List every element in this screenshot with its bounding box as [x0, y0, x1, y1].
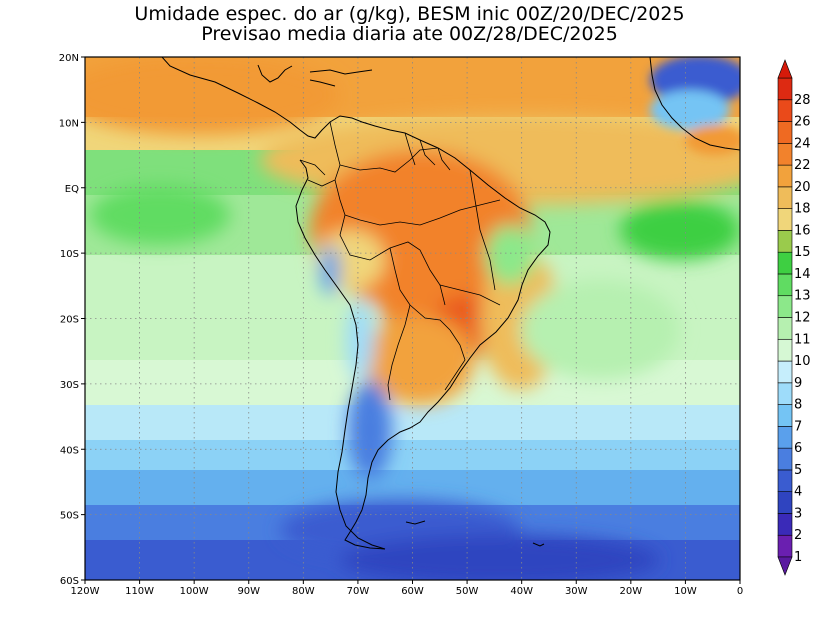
lon-tick-label: 10W: [674, 586, 697, 597]
colorbar-label: 16: [794, 223, 811, 238]
coastlines: [161, 57, 740, 550]
axis-ticks: [81, 56, 741, 584]
colorbar-swatch: [777, 360, 793, 384]
colorbar-label: 1: [794, 550, 802, 565]
lat-tick-label: 30S: [60, 380, 79, 391]
colorbar-under-arrow: [777, 556, 793, 576]
lon-tick-label: 100W: [180, 586, 209, 597]
lon-tick-label: 70W: [347, 586, 370, 597]
colorbar-label: 2: [794, 528, 802, 543]
lon-tick-label: 0: [737, 586, 743, 597]
colorbar-label: 22: [794, 158, 811, 173]
colorbar-label: 11: [794, 332, 811, 347]
colorbar-label: 24: [794, 136, 811, 151]
colorbar-swatch: [777, 164, 793, 188]
lat-tick-label: 20N: [59, 53, 79, 64]
colorbar-swatch: [777, 295, 793, 318]
colorbar-label: 7: [794, 419, 802, 434]
colorbar-swatch: [777, 317, 793, 340]
lon-tick-label: 50W: [456, 586, 479, 597]
lat-tick-label: 50S: [60, 511, 79, 522]
country-borders: [299, 121, 501, 401]
colorbar-label: 13: [794, 289, 811, 304]
colorbar-swatch: [777, 99, 793, 122]
colorbar-swatch: [777, 338, 793, 362]
latitude-labels: 20N 10N EQ 10S 20S 30S 40S 50S 60S: [59, 53, 79, 587]
colorbar-label: 4: [794, 485, 802, 500]
colorbar-label: 6: [794, 441, 802, 456]
colorbar-label: 12: [794, 311, 811, 326]
lon-tick-label: 30W: [565, 586, 588, 597]
humidity-field: [85, 57, 740, 580]
colorbar-swatch: [777, 208, 793, 231]
lat-tick-label: 10S: [60, 249, 79, 260]
colorbar-label: 10: [794, 354, 811, 369]
colorbar-label: 9: [794, 376, 802, 391]
colorbar-swatch: [777, 143, 793, 166]
colorbar-label: 5: [794, 463, 802, 478]
colorbar-label: 3: [794, 506, 802, 521]
colorbar-label: 15: [794, 245, 811, 260]
colorbar-swatch: [777, 186, 793, 209]
colorbar-swatch: [777, 77, 793, 101]
lat-tick-label: 20S: [60, 315, 79, 326]
chart-subtitle: Previsao media diaria ate 00Z/28/DEC/202…: [201, 23, 618, 45]
lat-tick-label: EQ: [65, 184, 79, 195]
colorbar-label: 26: [794, 115, 811, 130]
lat-tick-label: 40S: [60, 445, 79, 456]
lon-tick-label: 110W: [125, 586, 154, 597]
lon-tick-label: 80W: [292, 586, 315, 597]
map-grid: [85, 57, 740, 580]
colorbar-swatch: [777, 230, 793, 253]
colorbar-label: 14: [794, 267, 811, 282]
chart-title: Umidade espec. do ar (g/kg), BESM inic 0…: [134, 3, 685, 25]
colorbar-label: 28: [794, 93, 811, 108]
lon-tick-label: 120W: [71, 586, 100, 597]
colorbar-swatch: [777, 426, 793, 449]
lon-tick-label: 40W: [510, 586, 533, 597]
colorbar-swatch: [777, 534, 793, 558]
longitude-labels: 120W 110W 100W 90W 80W 70W 60W 50W 40W 30W 20W 10W 0: [71, 586, 744, 597]
colorbar-swatch: [777, 513, 793, 536]
colorbar-label: 20: [794, 180, 811, 195]
colorbar-swatch: [777, 121, 793, 144]
lon-tick-label: 20W: [620, 586, 643, 597]
colorbar-label: 8: [794, 398, 802, 413]
lat-tick-label: 60S: [60, 576, 79, 587]
colorbar-swatch: [777, 382, 793, 405]
lon-tick-label: 60W: [401, 586, 424, 597]
colorbar-swatch: [777, 491, 793, 514]
colorbar-swatch: [777, 251, 793, 275]
colorbar-swatch: [777, 469, 793, 492]
colorbar-swatch: [777, 273, 793, 297]
colorbar-swatch: [777, 447, 793, 471]
colorbar-label: 18: [794, 202, 811, 217]
lat-tick-label: 10N: [59, 118, 79, 129]
colorbar-over-arrow: [777, 59, 793, 79]
lon-tick-label: 90W: [237, 586, 260, 597]
colorbar-swatch: [777, 404, 793, 427]
